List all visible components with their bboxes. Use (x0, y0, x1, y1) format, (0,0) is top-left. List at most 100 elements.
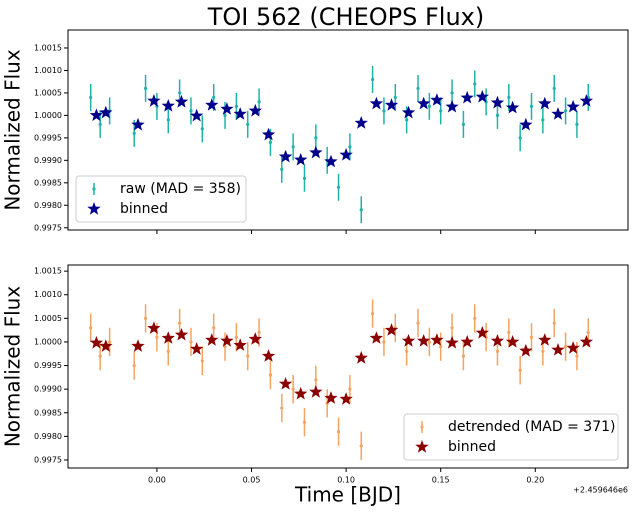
chart-title: TOI 562 (CHEOPS Flux) (207, 3, 485, 31)
y-axis-label: Normalized Flux (1, 49, 25, 211)
raw-point (302, 420, 307, 424)
raw-point (495, 349, 500, 353)
x-tick-label: 0.20 (526, 476, 544, 485)
raw-point (507, 95, 511, 100)
raw-point (495, 113, 500, 117)
binned-star (354, 351, 368, 364)
raw-point (257, 330, 261, 335)
binned-star (579, 94, 593, 107)
binned-star (566, 99, 580, 113)
raw-point (280, 167, 284, 171)
raw-point (450, 91, 454, 95)
y-tick-label: 1.0010 (34, 66, 62, 75)
binned-star (233, 107, 247, 120)
raw-point (212, 95, 216, 100)
raw-point (382, 109, 386, 113)
raw-point (450, 326, 454, 330)
binned-star (445, 335, 459, 349)
raw-point (246, 354, 250, 358)
y-tick-label: 1.0000 (34, 337, 62, 346)
raw-point (348, 387, 352, 391)
raw-point (268, 140, 273, 144)
raw-point (518, 368, 522, 372)
raw-point (348, 145, 352, 149)
binned-star (430, 93, 444, 106)
binned-star (417, 96, 431, 110)
raw-point (143, 86, 148, 91)
raw-point (314, 378, 318, 382)
binned-star (309, 145, 323, 159)
y-tick-label: 0.9995 (34, 361, 62, 370)
binned-star (505, 100, 520, 114)
x-axis-label: Time [BJD] (294, 483, 401, 507)
legend-box (75, 175, 247, 223)
binned-star (519, 117, 533, 131)
binned-star (294, 152, 308, 166)
raw-point (427, 340, 431, 344)
binned-star (579, 335, 593, 348)
binned-star (339, 392, 353, 405)
binned-star (324, 154, 338, 168)
raw-point (427, 104, 431, 109)
raw-point (405, 349, 409, 353)
binned-star (174, 94, 189, 108)
raw-point (336, 185, 341, 189)
raw-point (439, 109, 443, 113)
raw-point (336, 430, 341, 434)
y-tick-label: 1.0005 (34, 314, 62, 323)
binned-star (339, 147, 353, 161)
raw-point (223, 345, 227, 349)
y-tick-label: 0.9985 (34, 408, 62, 417)
y-tick-label: 0.9975 (34, 223, 62, 232)
legend-label: detrended (MAD = 371) (448, 419, 615, 435)
x-tick-label: 0.10 (337, 476, 355, 485)
raw-point (541, 349, 545, 353)
binned-star (131, 117, 145, 131)
legend-star (87, 202, 101, 215)
raw-point (370, 77, 375, 82)
raw-point (200, 127, 204, 131)
legend-label: binned (120, 201, 168, 217)
raw-point (507, 330, 511, 335)
binned-star (384, 98, 399, 111)
binned-star (131, 339, 145, 352)
raw-point (552, 321, 556, 325)
raw-point (200, 359, 204, 363)
raw-point (155, 335, 159, 339)
raw-point (166, 349, 170, 353)
raw-point (132, 131, 136, 135)
binned-star (89, 108, 103, 122)
raw-point (529, 104, 534, 109)
raw-point (416, 321, 420, 325)
raw-point (382, 340, 386, 344)
raw-point (575, 122, 579, 126)
y-tick-label: 0.9980 (34, 201, 62, 210)
raw-point (189, 340, 193, 344)
raw-point (461, 354, 466, 358)
legend-star (415, 440, 429, 453)
raw-point (563, 345, 568, 349)
y-tick-label: 0.9975 (34, 455, 62, 464)
raw-point (223, 113, 227, 117)
binned-star (490, 95, 505, 109)
binned-star (161, 99, 175, 112)
y-axis-label: Normalized Flux (1, 286, 25, 448)
raw-point (143, 316, 148, 320)
raw-point (291, 145, 295, 149)
y-tick-label: 1.0000 (34, 111, 62, 120)
raw-point (155, 104, 159, 109)
binned-star (566, 341, 580, 354)
raw-point (370, 312, 375, 316)
binned-star (475, 326, 489, 339)
legend-label: binned (448, 439, 496, 455)
binned-star (205, 98, 219, 111)
raw-point (178, 91, 182, 95)
binned-star (417, 334, 431, 347)
raw-point (314, 136, 318, 140)
binned-star (89, 335, 103, 349)
legend-point (92, 187, 96, 191)
raw-point (246, 122, 250, 126)
raw-point (98, 122, 102, 126)
binned-star (551, 107, 565, 120)
legend-point (420, 425, 424, 429)
